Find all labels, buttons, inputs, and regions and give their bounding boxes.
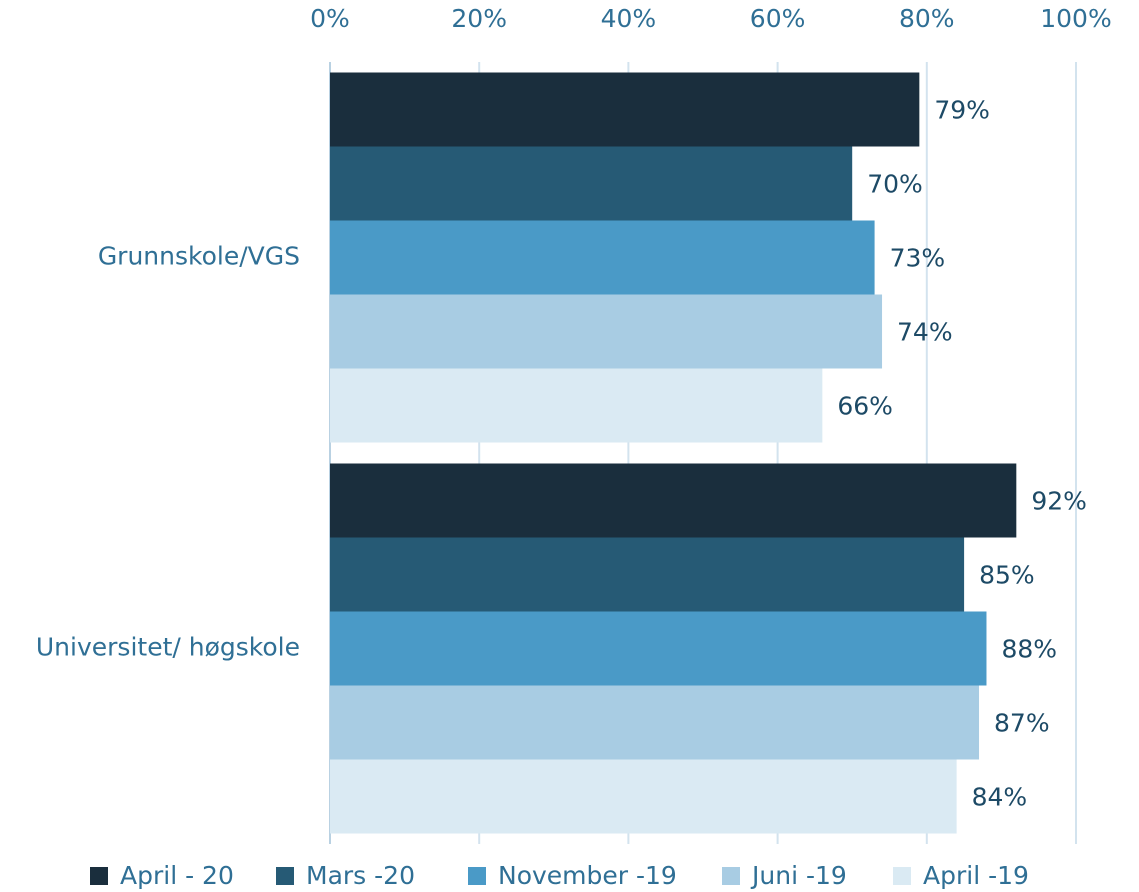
legend-label: April -19 (923, 861, 1029, 890)
legend-label: Juni -19 (750, 861, 847, 890)
value-label: 74% (897, 318, 953, 347)
bar (330, 72, 920, 147)
value-label: 66% (837, 392, 893, 421)
bar (330, 294, 883, 369)
value-label: 79% (934, 96, 990, 125)
value-label: 85% (979, 561, 1035, 590)
legend-label: November -19 (498, 861, 677, 890)
bar (330, 685, 980, 760)
x-tick-label: 80% (899, 4, 955, 33)
bar (330, 146, 853, 221)
value-label: 92% (1031, 487, 1087, 516)
x-tick-label: 60% (750, 4, 806, 33)
x-tick-label: 40% (601, 4, 657, 33)
bar (330, 537, 965, 612)
bar (330, 759, 957, 834)
bar (330, 611, 987, 686)
legend-swatch (722, 867, 740, 885)
legend-swatch (468, 867, 486, 885)
bar (330, 220, 875, 295)
x-tick-label: 20% (451, 4, 507, 33)
legend-label: Mars -20 (306, 861, 415, 890)
category-label: Grunnskole/VGS (98, 242, 300, 271)
value-label: 84% (972, 783, 1028, 812)
x-tick-label: 0% (310, 4, 350, 33)
legend-swatch (276, 867, 294, 885)
legend-swatch (90, 867, 108, 885)
category-label: Universitet/ høgskole (36, 633, 300, 662)
bar (330, 463, 1017, 538)
legend-label: April - 20 (120, 861, 234, 890)
value-label: 70% (867, 170, 923, 199)
bar (330, 368, 823, 443)
value-label: 73% (890, 244, 946, 273)
x-tick-label: 100% (1040, 4, 1111, 33)
value-label: 88% (1001, 635, 1057, 664)
value-label: 87% (994, 709, 1050, 738)
legend-swatch (893, 867, 911, 885)
